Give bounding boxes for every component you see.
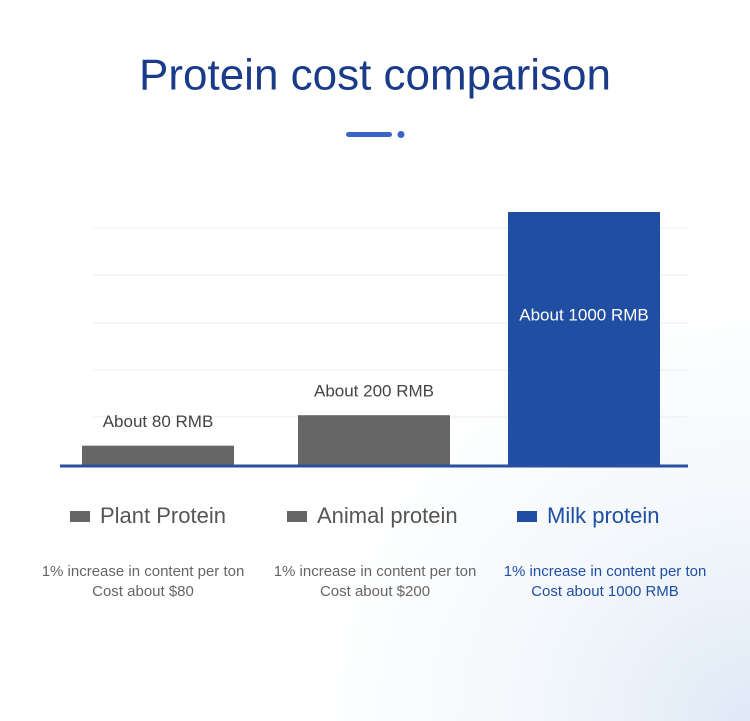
legend-swatch [70, 511, 90, 522]
title-decoration [346, 132, 392, 137]
value-label: About 80 RMB [103, 412, 214, 431]
legend-label: Milk protein [547, 503, 659, 528]
legend-swatch [287, 511, 307, 522]
legend-label: Plant Protein [100, 503, 226, 528]
legend-swatch [517, 511, 537, 522]
value-label: About 200 RMB [314, 382, 434, 401]
value-label: About 1000 RMB [519, 305, 648, 324]
description: Cost about $200 [320, 583, 430, 600]
description: 1% increase in content per ton [42, 563, 245, 580]
bar [82, 445, 234, 466]
legend-label: Animal protein [317, 503, 458, 528]
description: Cost about $80 [92, 583, 194, 600]
bar [298, 415, 450, 466]
bar [508, 212, 660, 466]
description: 1% increase in content per ton [274, 563, 477, 580]
description: 1% increase in content per ton [504, 563, 707, 580]
chart-title: Protein cost comparison [139, 51, 611, 100]
title-decoration-dot [397, 131, 405, 138]
description: Cost about 1000 RMB [531, 583, 679, 600]
